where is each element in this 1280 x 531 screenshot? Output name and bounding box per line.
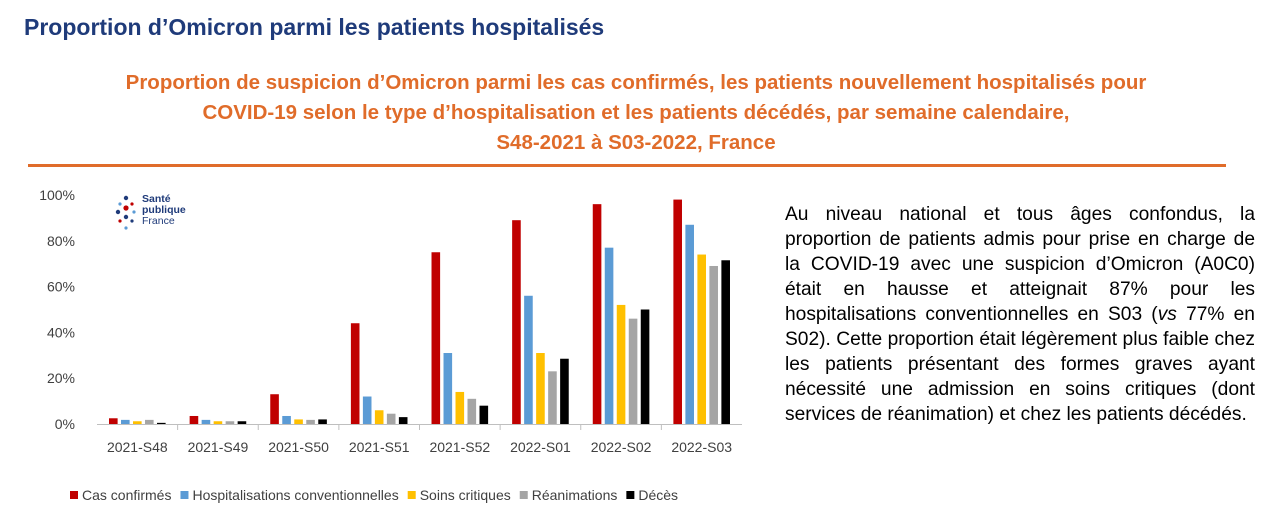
legend-label: Hospitalisations conventionnelles: [192, 487, 398, 503]
bar: [225, 421, 235, 424]
bar: [673, 199, 682, 424]
bar: [512, 220, 521, 424]
subtitle-line-3: S48-2021 à S03-2022, France: [496, 131, 776, 154]
bar: [398, 417, 408, 424]
bar: [157, 422, 166, 424]
x-tick-label: 2022-S02: [591, 439, 652, 455]
bar: [628, 318, 638, 424]
x-tick-label: 2021-S50: [268, 439, 329, 455]
bar: [443, 353, 453, 424]
logo-text-line-3: France: [142, 215, 175, 227]
bar: [685, 224, 694, 424]
legend-label: Soins critiques: [420, 487, 511, 503]
bar: [189, 415, 199, 424]
logo-text: Santé publique France: [142, 194, 186, 227]
page-title: Proportion d’Omicron parmi les patients …: [24, 14, 605, 40]
bar: [374, 410, 384, 424]
header-divider: [28, 164, 1226, 167]
bar: [479, 405, 489, 424]
bar: [237, 421, 247, 424]
bar: [697, 254, 706, 424]
bar: [270, 394, 279, 424]
bar: [524, 295, 533, 424]
bar: [455, 391, 465, 424]
legend-swatch: [407, 491, 416, 499]
bar: [350, 323, 360, 424]
legend-swatch: [180, 491, 189, 499]
y-tick-label: 0%: [55, 416, 75, 432]
legend-label: Réanimations: [532, 487, 618, 503]
sante-publique-france-logo: Santé publique France: [112, 194, 222, 234]
bar: [294, 419, 303, 424]
bar: [536, 353, 545, 424]
bar: [604, 247, 614, 424]
y-tick-label: 40%: [47, 324, 75, 340]
bar: [721, 260, 730, 424]
bar: [121, 419, 130, 424]
description-paragraph: Au niveau national et tous âges confondu…: [785, 202, 1255, 427]
bar: [548, 371, 557, 424]
y-tick-label: 80%: [47, 233, 75, 249]
x-tick-label: 2021-S48: [107, 439, 168, 455]
description-part-2: 77% en S02). Cette proportion était légè…: [785, 304, 1255, 425]
description-vs: vs: [1157, 304, 1177, 325]
legend-label: Décès: [638, 487, 678, 503]
bar: [640, 309, 650, 424]
bar: [560, 358, 569, 424]
y-tick-label: 100%: [39, 187, 75, 203]
bar: [386, 413, 396, 424]
bar: [362, 396, 372, 424]
x-tick-label: 2021-S51: [349, 439, 410, 455]
logo-dots-icon: [115, 195, 136, 230]
x-tick-label: 2022-S03: [671, 439, 732, 455]
y-tick-label: 20%: [47, 370, 75, 386]
bar: [213, 421, 223, 424]
bar: [616, 304, 626, 424]
logo-text-line-1: Santé: [142, 193, 171, 205]
bar: [592, 204, 602, 424]
bar: [709, 265, 718, 424]
subtitle-line-2: COVID-19 selon le type d’hospitalisation…: [202, 101, 1070, 124]
x-tick-label: 2021-S52: [429, 439, 490, 455]
legend-swatch: [519, 491, 528, 499]
x-tick-label: 2021-S49: [188, 439, 249, 455]
bar: [282, 415, 291, 424]
bar: [431, 252, 441, 424]
subtitle-line-1: Proportion de suspicion d’Omicron parmi …: [125, 71, 1147, 94]
bar: [109, 418, 118, 424]
chart-subtitle: Proportion de suspicion d’Omicron parmi …: [20, 68, 1252, 158]
description-text: Au niveau national et tous âges confondu…: [785, 202, 1255, 427]
legend-label: Cas confirmés: [82, 487, 171, 503]
x-tick-label: 2022-S01: [510, 439, 571, 455]
bar: [467, 398, 477, 424]
description-part-1: Au niveau national et tous âges confondu…: [785, 204, 1255, 325]
bar: [318, 419, 327, 424]
y-tick-label: 60%: [47, 279, 75, 295]
legend-swatch: [70, 491, 78, 499]
bar: [306, 419, 315, 424]
bar: [145, 419, 154, 424]
logo-text-line-2: publique: [142, 204, 186, 216]
bar: [201, 419, 211, 424]
bar: [133, 421, 142, 424]
legend-swatch: [626, 491, 635, 499]
bar-chart: 0% 20% 40% 60% 80% 100% 2021-S48 2021-S49 2021-S…: [39, 187, 742, 503]
